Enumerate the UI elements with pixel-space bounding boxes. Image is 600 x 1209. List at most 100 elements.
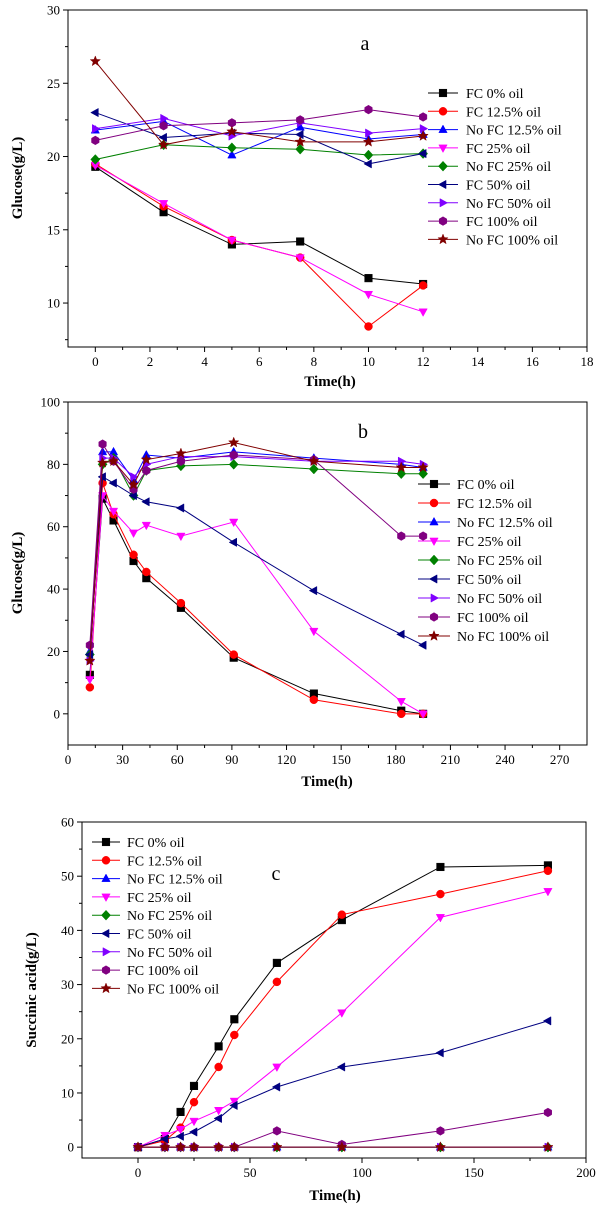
legend: FC 0% oil FC 12.5% oil No FC 12.5% oil FC 2…	[92, 836, 223, 997]
x-tick-label: 120	[277, 752, 297, 767]
legend-label: No FC 25% oil	[127, 909, 212, 924]
x-tick-label: 180	[386, 752, 406, 767]
x-tick-label: 270	[550, 752, 570, 767]
data-point	[127, 478, 140, 490]
series-line	[89, 442, 424, 646]
data-point	[396, 698, 406, 707]
y-tick-label: 60	[61, 815, 74, 830]
data-point	[230, 1030, 239, 1040]
legend-marker	[430, 593, 440, 603]
data-point	[175, 447, 187, 459]
data-point	[91, 135, 100, 146]
legend-entry-fc-0-oil: FC 0% oil	[92, 836, 185, 851]
legend-marker	[100, 928, 110, 939]
y-tick-label: 20	[47, 644, 60, 659]
data-point	[543, 1107, 552, 1118]
legend-entry-fc-50-oil: FC 50% oil	[92, 928, 192, 943]
legend-entry-no-fc-12-5-oil: No FC 12.5% oil	[418, 516, 553, 531]
data-point	[294, 135, 306, 147]
data-point	[308, 586, 318, 596]
legend-marker	[428, 629, 440, 641]
x-tick-label: 240	[495, 752, 515, 767]
legend-entry-fc-25-oil: FC 25% oil	[92, 891, 192, 906]
data-point	[175, 503, 185, 513]
data-point	[174, 1141, 187, 1153]
data-point	[336, 1062, 346, 1072]
data-point	[436, 862, 445, 872]
plot-frame	[67, 401, 588, 746]
x-tick-label: 60	[171, 752, 184, 767]
legend-entry-fc-100-oil: FC 100% oil	[92, 964, 199, 979]
x-tick-label: 0	[92, 354, 99, 369]
data-point	[542, 1141, 554, 1153]
chart-panel-a: 0 2 4 6 8 10 12 14 16 18 10 15 20 25 30 Time(h) Glucose(…	[10, 3, 594, 391]
x-axis-label: Time(h)	[309, 1188, 360, 1204]
series-line	[95, 166, 424, 285]
legend-label: No FC 50% oil	[466, 197, 551, 212]
data-point	[108, 478, 117, 488]
data-point	[160, 113, 169, 124]
data-point	[176, 456, 185, 466]
data-point	[542, 1016, 552, 1026]
data-point	[397, 456, 407, 466]
x-tick-label: 18	[581, 354, 594, 369]
series-fc-0-oil	[91, 162, 428, 289]
series-line	[137, 890, 549, 1148]
x-tick-label: 0	[135, 1165, 142, 1180]
data-point	[395, 461, 407, 473]
data-point	[436, 1126, 445, 1136]
legend-label: No FC 12.5% oil	[457, 516, 553, 531]
x-tick-label: 200	[576, 1165, 596, 1180]
series-line	[95, 120, 424, 156]
y-tick-label: 10	[47, 296, 60, 311]
legend-label: FC 25% oil	[466, 142, 531, 157]
data-point	[396, 468, 407, 480]
legend-entry-no-fc-100-oil: No FC 100% oil	[418, 629, 549, 645]
series-fc-0-oil	[85, 494, 428, 718]
data-point	[90, 107, 99, 118]
series-fc-25-oil	[90, 162, 428, 317]
data-point	[309, 695, 319, 705]
data-point	[213, 1113, 222, 1124]
data-point	[272, 1063, 282, 1073]
legend-marker	[100, 982, 112, 994]
legend-label: FC 25% oil	[457, 535, 522, 550]
legend-label: No FC 25% oil	[457, 554, 542, 569]
legend-label: No FC 25% oil	[466, 160, 551, 175]
legend-marker	[438, 88, 448, 98]
y-tick-label: 100	[41, 395, 61, 410]
legend-marker	[428, 574, 438, 584]
series-fc-100-oil	[85, 439, 428, 650]
legend-entry-no-fc-100-oil: No FC 100% oil	[92, 982, 219, 997]
y-tick-label: 20	[47, 149, 60, 164]
x-axis-label: Time(h)	[301, 774, 352, 790]
data-point	[418, 148, 427, 159]
x-tick-label: 16	[526, 354, 540, 369]
data-point	[159, 121, 168, 131]
data-point	[418, 281, 428, 290]
data-point	[176, 532, 186, 542]
data-point	[295, 254, 305, 263]
data-point	[214, 1042, 223, 1051]
series-line	[95, 163, 424, 328]
x-tick-label: 30	[116, 752, 129, 767]
data-point	[363, 149, 374, 161]
legend-label: No FC 50% oil	[127, 946, 212, 961]
panel-label: b	[358, 421, 368, 443]
y-tick-label: 20	[61, 1031, 74, 1046]
legend-marker	[439, 198, 449, 208]
legend-marker	[101, 856, 111, 865]
chart-panel-c: 0 50 100 150 200 0 10 20 30 40 50 60 Time(h) Succinic…	[24, 815, 596, 1205]
legend-marker	[438, 124, 448, 133]
data-point	[175, 1125, 186, 1135]
data-point	[271, 1082, 281, 1092]
data-point	[296, 237, 305, 246]
data-point	[364, 104, 373, 115]
legend-marker	[429, 537, 439, 547]
data-point	[189, 1081, 199, 1090]
x-tick-label: 50	[244, 1165, 257, 1180]
data-point	[543, 866, 553, 876]
data-point	[159, 1141, 171, 1153]
legend-label: FC 12.5% oil	[466, 105, 541, 120]
series-line	[89, 442, 424, 661]
